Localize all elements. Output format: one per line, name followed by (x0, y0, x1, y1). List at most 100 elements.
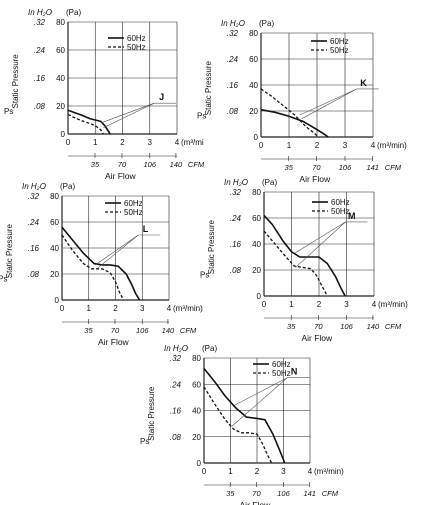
marker-leader-line (294, 221, 346, 254)
model-marker-L: L (143, 224, 149, 234)
curve-50hz (68, 113, 104, 134)
inh2o-tick-label: .08 (170, 433, 182, 442)
inh2o-tick-label: .32 (28, 192, 40, 201)
model-marker-M: M (348, 211, 356, 221)
x-unit-label: (m³/min) (377, 141, 407, 150)
curve-60hz (264, 214, 346, 296)
m3-tick-label: 1 (87, 304, 92, 313)
inh2o-tick-label: .08 (28, 270, 40, 279)
curve-60hz (204, 367, 286, 463)
cfm-tick-label: 140 (170, 160, 183, 169)
curve-60hz (261, 108, 329, 137)
m3-tick-label: 0 (202, 467, 207, 476)
m3-tick-label: 1 (228, 467, 233, 476)
cfm-tick-label: 141 (366, 163, 379, 172)
inh2o-tick-label: .24 (227, 55, 239, 64)
x-unit-label: (m³/mi (181, 138, 204, 147)
inh2o-tick-label: .16 (28, 244, 40, 253)
inh2o-tick-label: .32 (34, 18, 46, 27)
marker-leader-line (96, 234, 139, 270)
pa-tick-label: 20 (56, 102, 65, 111)
cfm-tick-label: 106 (340, 322, 353, 331)
ps-label: Ps (200, 270, 209, 279)
legend-label-60hz: 60Hz (330, 37, 349, 46)
x-axis-label: Air Flow (301, 333, 333, 343)
curve-50hz (62, 234, 125, 300)
pa-unit-label: (Pa) (262, 178, 277, 187)
x-axis-label: Air Flow (105, 171, 137, 181)
pa-tick-label: 20 (249, 107, 258, 116)
model-marker-J: J (159, 92, 164, 102)
x-axis-label: Air Flow (240, 500, 272, 505)
marker-leader-line (301, 88, 357, 120)
model-marker-N: N (291, 367, 298, 377)
pa-tick-label: 60 (249, 55, 258, 64)
y-axis-label: Static Pressure (204, 60, 213, 115)
m3-tick-label: 3 (140, 304, 145, 313)
inh2o-tick-label: .08 (34, 102, 46, 111)
inh2o-tick-label: .08 (230, 266, 242, 275)
curve-60hz (62, 226, 141, 300)
m3-tick-label: 4 (371, 141, 376, 150)
inh2o-tick-label: .32 (227, 29, 239, 38)
x-axis-label: Air Flow (299, 174, 331, 184)
inh2o-tick-label: .16 (227, 81, 239, 90)
marker-leader-line (231, 377, 288, 427)
model-marker-K: K (360, 78, 367, 88)
m3-tick-label: 4 (372, 300, 377, 309)
m3-tick-label: 2 (317, 300, 322, 309)
cfm-tick-label: 106 (339, 163, 352, 172)
pa-tick-label: 0 (254, 133, 259, 142)
pa-tick-label: 40 (192, 407, 201, 416)
m3-tick-label: 3 (344, 300, 349, 309)
y-axis-label: Static Pressure (147, 386, 156, 441)
cfm-label: CFM (188, 160, 205, 169)
cfm-tick-label: 35 (285, 163, 294, 172)
pa-tick-label: 0 (257, 292, 262, 301)
m3-tick-label: 0 (262, 300, 267, 309)
pa-tick-label: 40 (249, 81, 258, 90)
marker-leader-line (300, 88, 357, 116)
cfm-tick-label: 70 (118, 160, 127, 169)
x-unit-label: (m³/min) (314, 467, 344, 476)
inh2o-tick-label: .32 (170, 354, 182, 363)
pa-unit-label: (Pa) (66, 8, 81, 17)
cfm-tick-label: 106 (277, 489, 290, 498)
legend-label-50hz: 50Hz (272, 369, 291, 378)
m3-tick-label: 1 (93, 138, 98, 147)
m3-tick-label: 4 (167, 304, 172, 313)
pa-tick-label: 80 (56, 18, 65, 27)
legend-label-50hz: 50Hz (127, 43, 146, 52)
m3-tick-label: 0 (66, 138, 71, 147)
m3-tick-label: 4 (308, 467, 313, 476)
inh2o-tick-label: .24 (230, 214, 242, 223)
curve-50hz (204, 386, 273, 463)
inh2o-unit-label: In H₂O (221, 19, 245, 28)
m3-tick-label: 4 (175, 138, 180, 147)
m3-tick-label: 2 (255, 467, 260, 476)
legend-label-50hz: 50Hz (124, 208, 143, 217)
pa-tick-label: 60 (50, 218, 59, 227)
pa-tick-label: 40 (50, 244, 59, 253)
ps-label: Ps (0, 274, 7, 283)
curve-60hz (68, 109, 111, 134)
curve-50hz (261, 88, 319, 137)
x-axis-label: Air Flow (98, 337, 130, 347)
pa-tick-label: 80 (252, 188, 261, 197)
m3-tick-label: 0 (60, 304, 65, 313)
pa-tick-label: 60 (192, 380, 201, 389)
legend-label-60hz: 60Hz (272, 360, 291, 369)
inh2o-unit-label: In H₂O (164, 344, 188, 353)
pa-unit-label: (Pa) (202, 344, 217, 353)
inh2o-tick-label: .24 (34, 46, 46, 55)
legend-label-50hz: 50Hz (331, 207, 350, 216)
cfm-tick-label: 141 (303, 489, 316, 498)
inh2o-tick-label: .16 (170, 407, 182, 416)
y-axis-label: Static Pressure (11, 54, 20, 109)
inh2o-tick-label: .24 (170, 380, 182, 389)
pa-tick-label: 80 (249, 29, 258, 38)
